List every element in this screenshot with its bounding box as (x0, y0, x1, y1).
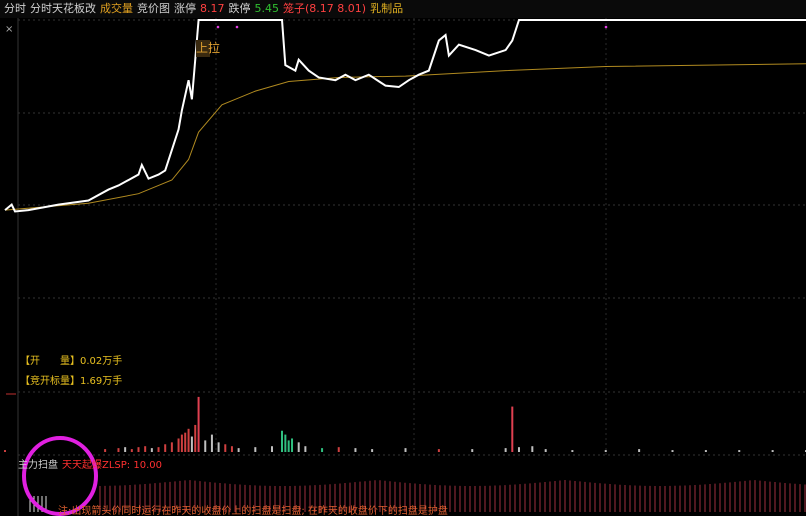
price-line (4, 19, 806, 213)
marker-dot (235, 25, 239, 29)
marker-dot (604, 25, 608, 29)
highlight-circle (22, 436, 98, 516)
average-line (4, 63, 806, 211)
header-item[interactable]: 分时天花板改 (30, 2, 96, 15)
header-item[interactable]: 跌停 (228, 2, 251, 15)
header-item[interactable]: 成交量 (100, 2, 133, 15)
header-item[interactable]: 笼子(8.17 8.01) (283, 2, 367, 15)
annotation: 上拉 (196, 40, 221, 57)
close-icon: × (5, 24, 13, 35)
auction-volume-label: 【竞开标量】1.69万手 (20, 376, 123, 387)
marker-dot (216, 25, 220, 29)
header-item[interactable]: 5.45 (254, 2, 280, 15)
header-item[interactable]: 涨停 (174, 2, 196, 15)
header-item[interactable]: 分时 (4, 2, 26, 15)
open-volume-label: 【开 量】0.02万手 (20, 356, 123, 367)
header-item[interactable]: 8.17 (200, 2, 225, 15)
header-item[interactable]: 乳制品 (370, 2, 404, 15)
top-bar: 分时 分时天花板改 成交量 竞价图 涨停 8.17 跌停 5.45 笼子(8.17 8.01) 乳… (0, 0, 806, 18)
indicator-note: 注:出现箭头价同时运行在昨天的收盘价上的扫盘是扫盘; 在昨天的收盘价下的扫盘是护… (58, 506, 448, 516)
indicator-name: 主力扫盘 (18, 460, 58, 471)
header-item[interactable]: 竞价图 (137, 2, 170, 15)
chart: × (4, 18, 806, 516)
indicator-value: 天天起爆ZLSP: 10.00 (62, 460, 162, 471)
